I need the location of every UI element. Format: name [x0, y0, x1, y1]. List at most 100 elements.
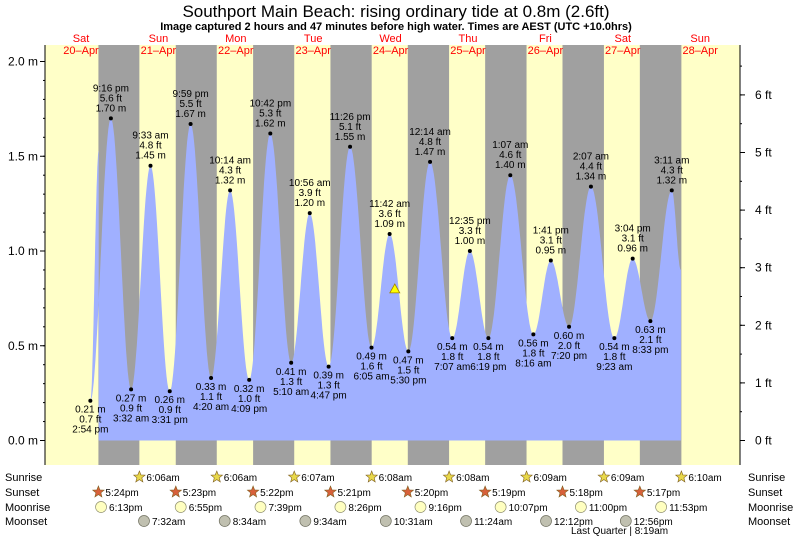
moonset-time: 12:56pm	[634, 517, 673, 528]
tide-point-label: 0.47 m	[393, 355, 424, 366]
tide-point-label: 1.00 m	[455, 236, 486, 247]
tide-point-label: 9:23 am	[596, 362, 632, 373]
tide-point-label: 0.54 m	[473, 342, 504, 353]
tide-point-label: 1.8 ft	[477, 352, 499, 363]
moonrise-time: 11:00pm	[589, 503, 627, 514]
tide-point-label: 0.96 m	[617, 244, 648, 255]
moonrise-time: 11:53pm	[669, 503, 707, 514]
moonrise-time: 8:26pm	[348, 503, 381, 514]
row-label-right: Sunset	[748, 487, 782, 499]
tide-point-label: 0.56 m	[518, 338, 549, 349]
moonrise-time: 7:39pm	[268, 503, 301, 514]
star-icon	[478, 485, 492, 498]
tide-point-label: 1.0 ft	[238, 394, 260, 405]
star-icon	[401, 485, 415, 498]
day-weekday-label: Sat	[73, 33, 90, 45]
moonset-time: 7:32am	[152, 517, 185, 528]
moonrise-time: 6:55pm	[189, 503, 222, 514]
star-icon	[210, 470, 224, 483]
tide-point-label: 1:41 pm	[533, 225, 569, 236]
tide-point-label: 4.8 ft	[139, 141, 161, 152]
tide-point	[669, 188, 674, 193]
tide-point-label: 3:31 pm	[152, 415, 188, 426]
tide-point-label: 1.70 m	[96, 103, 127, 114]
row-label-left: Moonset	[5, 516, 47, 528]
sunrise-time: 6:10am	[688, 473, 721, 484]
tide-point-label: 4.3 ft	[219, 165, 241, 176]
tide-point-label: 5.1 ft	[339, 122, 361, 133]
moonset-time: 10:31am	[394, 517, 433, 528]
moonrise-icon	[575, 501, 587, 513]
tide-point-label: 0.95 m	[536, 245, 567, 256]
tide-point	[369, 345, 374, 350]
tide-point-label: 0.7 ft	[79, 415, 101, 426]
star-icon	[132, 470, 146, 483]
tide-area-shape	[90, 118, 681, 441]
star-icon	[323, 485, 337, 498]
tide-point-label: 5:10 am	[273, 387, 309, 398]
sunrise-time: 6:06am	[224, 473, 257, 484]
day-date-label: 21–Apr	[141, 45, 177, 57]
tide-point-label: 8:33 pm	[632, 345, 668, 356]
right-axis-tick-label: 4 ft	[755, 203, 772, 217]
tide-point-label: 8:16 am	[515, 358, 551, 369]
day-weekday-label: Thu	[459, 33, 478, 45]
sunset-time: 5:17pm	[647, 488, 680, 499]
tide-point	[531, 332, 536, 337]
tide-point	[326, 364, 331, 369]
tide-point	[612, 336, 617, 341]
tide-point-label: 0.9 ft	[159, 405, 181, 416]
star-icon	[91, 485, 105, 498]
tide-point-label: 5.5 ft	[179, 99, 201, 110]
tide-point-label: 4:47 pm	[311, 391, 347, 402]
tide-point	[188, 122, 193, 127]
tide-point-label: 1.34 m	[576, 172, 607, 183]
day-date-label: 26–Apr	[528, 45, 564, 57]
tide-point-label: 3:32 am	[113, 413, 149, 424]
moonrise-icon	[174, 501, 187, 513]
tide-point-label: 1.32 m	[215, 175, 246, 186]
right-axis-tick-label: 6 ft	[755, 88, 772, 102]
tide-point-label: 1.67 m	[175, 109, 206, 120]
day-date-label: 25–Apr	[450, 45, 486, 57]
star-icon	[633, 485, 647, 498]
sunrise-time: 6:09am	[534, 473, 567, 484]
tide-point-label: 4.4 ft	[580, 162, 602, 173]
tide-point-label: 0.21 m	[75, 405, 106, 416]
left-axis-tick-label: 0.5 m	[8, 339, 38, 353]
day-date-label: 27–Apr	[605, 45, 641, 57]
tide-extremes: 0.21 m0.7 ft2:54 pm 9:16 pm5.6 ft1.70 m 0.…	[72, 83, 689, 435]
moonrise-icon	[414, 501, 427, 513]
tide-point	[348, 144, 353, 149]
sunrise-time: 6:09am	[611, 473, 644, 484]
tide-point	[467, 249, 472, 253]
moonrise-time: 10:07pm	[509, 503, 548, 514]
tide-point-label: 0.63 m	[635, 325, 666, 336]
tide-point	[648, 319, 653, 324]
sunrise-time: 6:08am	[456, 473, 489, 484]
tide-point-label: 1.5 ft	[397, 365, 419, 376]
tide-point-label: 3:11 am	[654, 155, 689, 166]
right-axis-tick-label: 3 ft	[755, 261, 772, 275]
tide-point-label: 1.62 m	[255, 119, 286, 130]
moonrise-icon	[655, 501, 667, 513]
tide-point-label: 10:42 pm	[249, 99, 291, 110]
tide-point-label: 0.49 m	[356, 352, 387, 363]
tide-point	[630, 256, 635, 261]
tide-point	[508, 173, 513, 178]
tide-point-label: 0.27 m	[116, 393, 147, 404]
tide-point-label: 12:14 am	[409, 127, 451, 138]
tide-point-label: 0.54 m	[437, 342, 468, 353]
moonset-time: 9:34am	[313, 517, 346, 528]
tide-point-label: 1:07 am	[492, 140, 528, 151]
day-weekday-label: Sun	[690, 33, 710, 45]
tide-point-label: 11:42 am	[369, 199, 410, 210]
tide-point-label: 2:54 pm	[72, 425, 108, 436]
tide-point-label: 0.60 m	[554, 331, 585, 342]
tide-point-label: 1.47 m	[415, 147, 446, 158]
moonrise-time: 9:16pm	[428, 503, 461, 514]
star-icon	[442, 470, 456, 483]
day-weekday-label: Tue	[304, 33, 323, 45]
moonset-icon	[619, 515, 632, 527]
